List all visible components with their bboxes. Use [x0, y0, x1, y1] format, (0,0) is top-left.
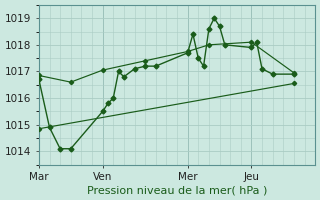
X-axis label: Pression niveau de la mer( hPa ): Pression niveau de la mer( hPa )	[87, 185, 267, 195]
